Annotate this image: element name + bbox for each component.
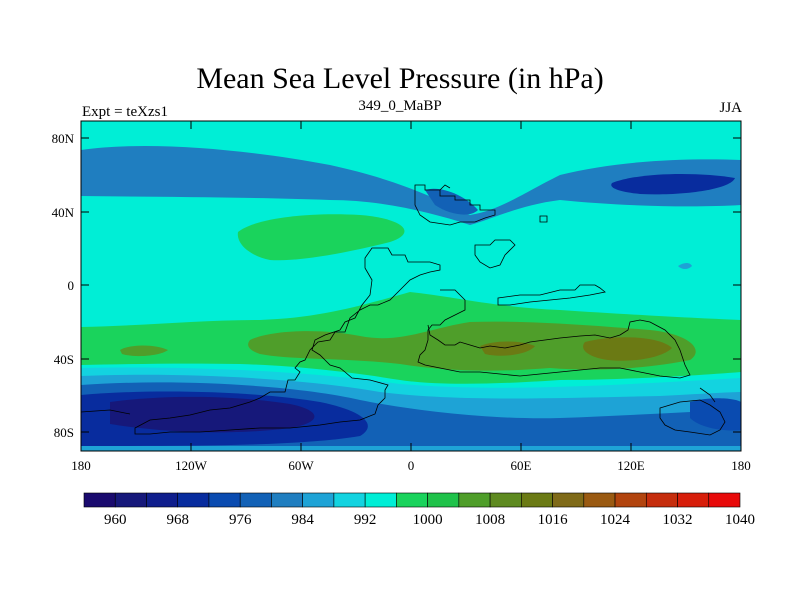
experiment-label: Expt = teXzs1: [82, 104, 168, 120]
field-north-low-band: [81, 145, 741, 225]
colorbar-swatch: [583, 492, 616, 508]
lat-label-80n: 80N: [52, 131, 75, 146]
field-south-high-core1: [480, 341, 535, 356]
colorbar-swatch: [208, 492, 241, 508]
pressure-field: [81, 121, 741, 451]
colorbar-swatch: [489, 492, 522, 508]
colorbar-swatch: [302, 492, 335, 508]
lon-label-180w: 180: [71, 458, 91, 473]
colorbar-label: 1016: [538, 512, 569, 528]
run-label: 349_0_MaBP: [358, 98, 442, 114]
field-north-high: [237, 214, 405, 261]
colorbar-swatch: [114, 492, 147, 508]
colorbar-labels: 960 968 976 984 992 1000 1008 1016 1024 1032 1040: [104, 512, 755, 528]
lon-label-120e: 120E: [617, 458, 645, 473]
colorbar-label: 1000: [413, 512, 443, 528]
colorbar-label: 1040: [725, 512, 755, 528]
colorbar-label: 1008: [475, 512, 505, 528]
lat-tick-marks: [81, 137, 741, 433]
colorbar-label: 984: [291, 512, 314, 528]
field-south-high-inner: [248, 321, 696, 371]
colorbar-swatch: [83, 492, 116, 508]
lon-label-60e: 60E: [511, 458, 532, 473]
colorbar-label: 1032: [663, 512, 693, 528]
colorbar-swatch: [521, 492, 553, 508]
field-asia-dark: [425, 188, 478, 215]
colorbar-label: 968: [166, 512, 189, 528]
field-small-blob: [678, 263, 692, 269]
lat-label-80s: 80S: [54, 425, 74, 440]
field-north-low-core: [611, 173, 735, 195]
colorbar: [83, 492, 741, 508]
colorbar-swatch: [271, 492, 303, 508]
plot-title: Mean Sea Level Pressure (in hPa): [196, 62, 604, 95]
colorbar-swatch: [364, 492, 397, 508]
colorbar-swatch: [708, 492, 741, 508]
colorbar-swatch: [396, 492, 428, 508]
colorbar-swatch: [552, 492, 585, 508]
lat-label-0: 0: [68, 278, 75, 293]
colorbar-swatch: [614, 492, 647, 508]
colorbar-swatch: [645, 492, 678, 508]
colorbar-label: 992: [354, 512, 377, 528]
colorbar-swatch: [177, 492, 210, 508]
lat-label-40n: 40N: [52, 205, 75, 220]
field-south-low-east: [690, 398, 741, 431]
lon-label-0: 0: [408, 458, 415, 473]
lat-label-40s: 40S: [54, 352, 74, 367]
coastlines: [81, 184, 726, 436]
colorbar-swatch: [427, 492, 460, 508]
lon-label-120w: 120W: [175, 458, 208, 473]
colorbar-swatch: [333, 492, 366, 508]
colorbar-label: 960: [104, 512, 127, 528]
colorbar-label: 976: [229, 512, 252, 528]
field-south-high-core2: [583, 337, 672, 361]
colorbar-swatch: [677, 492, 710, 508]
lon-label-180e: 180: [731, 458, 751, 473]
field-south-low-core: [110, 396, 315, 433]
colorbar-swatch: [146, 492, 179, 508]
colorbar-swatch: [458, 492, 491, 508]
season-label: JJA: [719, 100, 742, 116]
colorbar-label: 1024: [600, 512, 631, 528]
lon-tick-marks: [80, 121, 742, 451]
field-south-pacific-high: [120, 345, 168, 357]
colorbar-swatch: [239, 492, 272, 508]
lon-label-60w: 60W: [288, 458, 314, 473]
